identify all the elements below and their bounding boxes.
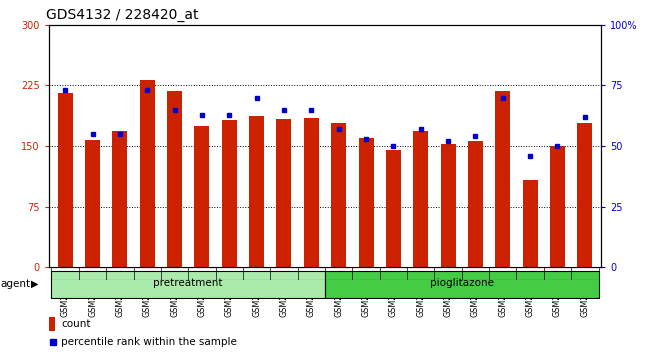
Bar — [49, 317, 55, 331]
Text: count: count — [61, 319, 90, 329]
Text: agent: agent — [1, 279, 31, 289]
Bar — [359, 138, 374, 267]
Text: pioglitazone: pioglitazone — [430, 279, 494, 289]
Bar — [222, 120, 237, 267]
Bar — [495, 91, 510, 267]
Text: GDS4132 / 228420_at: GDS4132 / 228420_at — [46, 8, 198, 22]
Text: ▶: ▶ — [31, 279, 39, 289]
Bar — [167, 91, 182, 267]
Bar — [386, 150, 401, 267]
Bar — [413, 131, 428, 267]
Bar — [51, 270, 325, 298]
Text: percentile rank within the sample: percentile rank within the sample — [61, 337, 237, 347]
Bar — [441, 144, 456, 267]
Bar — [577, 124, 592, 267]
Text: pretreatment: pretreatment — [153, 279, 223, 289]
Bar — [85, 141, 100, 267]
Bar — [304, 118, 319, 267]
Bar — [331, 124, 346, 267]
Bar — [249, 116, 264, 267]
Bar — [276, 119, 291, 267]
Bar — [325, 270, 599, 298]
Bar — [112, 131, 127, 267]
Bar — [523, 180, 538, 267]
Bar — [58, 93, 73, 267]
Bar — [550, 146, 565, 267]
Bar — [468, 141, 483, 267]
Bar — [194, 126, 209, 267]
Bar — [140, 80, 155, 267]
